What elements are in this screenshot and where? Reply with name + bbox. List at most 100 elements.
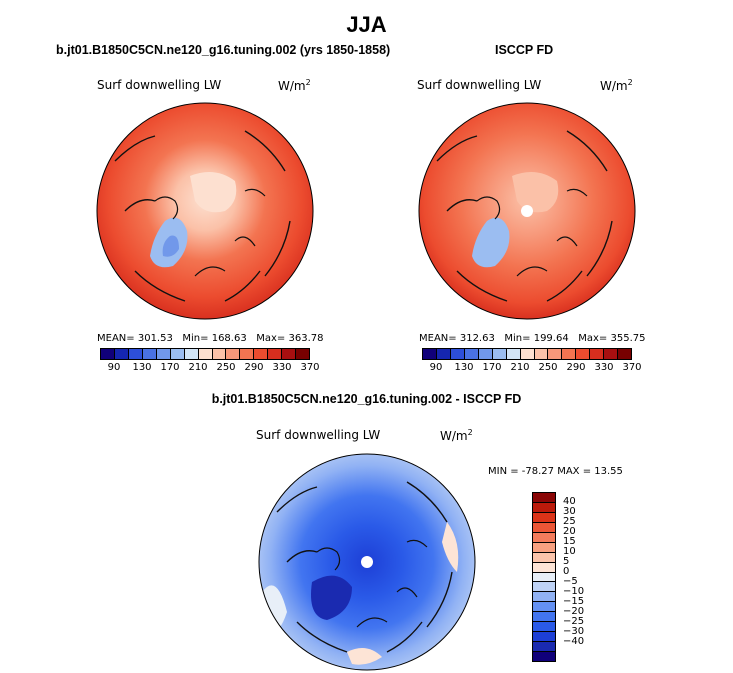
colorbar-tick-label: 130: [454, 362, 474, 373]
panel-1-map: [96, 102, 314, 320]
greenland-region: [472, 217, 510, 268]
colorbar-swatch: [478, 349, 493, 359]
colorbar-swatch: [423, 349, 437, 359]
colorbar-swatch: [533, 522, 555, 533]
colorbar-swatch: [128, 349, 143, 359]
colorbar-tick-label: 210: [510, 362, 530, 373]
colorbar-tick-label: 210: [188, 362, 208, 373]
arctic-ocean-region: [512, 172, 559, 213]
colorbar-swatch: [254, 349, 269, 359]
colorbar-swatch: [506, 349, 521, 359]
colorbar-tick-label: 5: [563, 556, 570, 567]
colorbar-tick-label: 250: [216, 362, 236, 373]
colorbar-swatch: [533, 502, 555, 513]
panel-1-stats: MEAN= 301.53 Min= 168.63 Max= 363.78: [97, 333, 324, 344]
colorbar-swatch: [533, 562, 555, 573]
colorbar-swatch: [142, 349, 157, 359]
panel-3-units: W/m2: [440, 428, 473, 443]
colorbar-swatch: [212, 349, 227, 359]
colorbar-swatch: [576, 349, 591, 359]
colorbar-swatch: [533, 592, 555, 603]
panel-1-colorbar: [100, 348, 310, 360]
colorbar-tick-label: −20: [563, 606, 585, 617]
pole-hole: [521, 205, 533, 217]
colorbar-swatch: [533, 652, 555, 661]
colorbar-swatch: [533, 642, 555, 652]
colorbar-tick-label: 330: [272, 362, 292, 373]
colorbar-tick-label: 250: [538, 362, 558, 373]
colorbar-swatch: [533, 582, 555, 593]
panel-3-colorbar-ticks: 40 30 25 20 15 10 5 0 −5 −10 −15 −20 −25 −30 −40: [563, 492, 603, 662]
colorbar-swatch: [492, 349, 507, 359]
panel-2-map: [418, 102, 636, 320]
positive-anomaly-region-east: [442, 522, 459, 572]
colorbar-tick-label: 25: [563, 516, 576, 527]
colorbar-swatch: [533, 622, 555, 633]
colorbar-swatch: [226, 349, 241, 359]
colorbar-swatch: [464, 349, 479, 359]
coastlines-inner: [316, 539, 428, 628]
arctic-ocean-region: [190, 172, 237, 213]
panel-3-colorbar: [532, 492, 556, 662]
colorbar-swatch: [533, 632, 555, 643]
panel-2-variable: Surf downwelling LW: [417, 78, 542, 92]
colorbar-swatch: [562, 349, 577, 359]
colorbar-swatch: [533, 612, 555, 623]
colorbar-swatch: [533, 532, 555, 543]
colorbar-swatch: [282, 349, 297, 359]
colorbar-swatch: [618, 349, 632, 359]
colorbar-swatch: [114, 349, 129, 359]
colorbar-tick-label: −40: [563, 636, 585, 647]
panel-3-map: [258, 453, 476, 671]
coastlines: [114, 130, 291, 302]
colorbar-tick-label: 370: [300, 362, 320, 373]
coastlines: [436, 130, 613, 302]
colorbar-tick-label: 290: [566, 362, 586, 373]
panel-2-units: W/m2: [600, 78, 633, 93]
colorbar-tick-label: 30: [563, 506, 576, 517]
colorbar-tick-label: −25: [563, 616, 585, 627]
panel-2-stats: MEAN= 312.63 Min= 199.64 Max= 355.75: [419, 333, 646, 344]
colorbar-tick-label: 90: [429, 362, 443, 373]
panel-3-title: b.jt01.B1850C5CN.ne120_g16.tuning.002 - …: [211, 392, 522, 406]
colorbar-tick-label: 0: [563, 566, 570, 577]
colorbar-tick-label: 40: [563, 496, 576, 507]
colorbar-tick-label: 10: [563, 546, 576, 557]
colorbar-swatch: [534, 349, 549, 359]
colorbar-tick-label: 170: [482, 362, 502, 373]
colorbar-swatch: [170, 349, 185, 359]
colorbar-tick-label: 330: [594, 362, 614, 373]
colorbar-swatch: [156, 349, 171, 359]
colorbar-swatch: [533, 512, 555, 523]
panel-3-variable: Surf downwelling LW: [256, 428, 381, 442]
colorbar-swatch: [450, 349, 465, 359]
colorbar-tick-label: −5: [563, 576, 578, 587]
panel-1-units: W/m2: [278, 78, 311, 93]
colorbar-swatch: [520, 349, 535, 359]
colorbar-tick-label: 370: [622, 362, 642, 373]
colorbar-tick-label: −30: [563, 626, 585, 637]
colorbar-tick-label: 20: [563, 526, 576, 537]
panel-2-colorbar: [422, 348, 632, 360]
colorbar-swatch: [533, 542, 555, 553]
colorbar-swatch: [590, 349, 605, 359]
panel-1-title: b.jt01.B1850C5CN.ne120_g16.tuning.002 (y…: [56, 43, 391, 57]
colorbar-tick-label: 130: [132, 362, 152, 373]
colorbar-tick-label: 290: [244, 362, 264, 373]
figure-title: JJA: [346, 12, 387, 37]
panel-2-title: ISCCP FD: [495, 43, 554, 57]
colorbar-tick-label: −15: [563, 596, 585, 607]
colorbar-tick-label: −10: [563, 586, 585, 597]
colorbar-swatch: [198, 349, 213, 359]
colorbar-swatch: [533, 572, 555, 583]
pole-hole: [361, 556, 373, 568]
colorbar-swatch: [604, 349, 619, 359]
positive-anomaly-region-south: [347, 648, 382, 665]
colorbar-swatch: [548, 349, 563, 359]
greenland-region: [311, 575, 352, 620]
coastlines: [276, 481, 453, 653]
colorbar-swatch: [268, 349, 283, 359]
coastlines-inner: [154, 188, 266, 277]
colorbar-swatch: [533, 552, 555, 563]
colorbar-tick-label: 170: [160, 362, 180, 373]
